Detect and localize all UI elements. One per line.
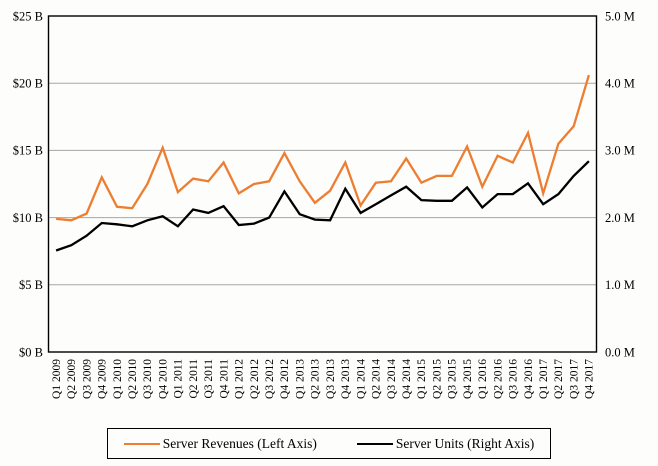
x-axis-tick-label: Q3 2009: [81, 359, 93, 399]
x-axis-tick-label: Q1 2011: [173, 359, 185, 399]
x-axis-tick-label: Q1 2009: [51, 359, 63, 399]
x-axis-tick-label: Q4 2010: [157, 359, 169, 399]
x-axis-tick-label: Q2 2009: [66, 359, 78, 399]
x-axis-tick-label: Q3 2012: [264, 359, 276, 399]
x-axis-tick-label: Q3 2011: [203, 359, 215, 399]
x-axis-tick-label: Q1 2017: [538, 359, 550, 399]
x-axis-tick-label: Q3 2013: [325, 359, 337, 399]
legend-label-revenues: Server Revenues (Left Axis): [162, 435, 317, 451]
x-axis-tick-label: Q2 2012: [249, 359, 261, 399]
x-axis-tick-label: Q1 2016: [477, 359, 489, 399]
x-axis-tick-label: Q4 2012: [279, 359, 291, 399]
x-axis-tick-label: Q3 2014: [386, 359, 398, 399]
x-axis-tick-label: Q2 2016: [492, 359, 504, 399]
right-axis-tick-label: 1.0 M: [605, 278, 635, 292]
x-axis-tick-label: Q3 2015: [447, 359, 459, 399]
x-axis-tick-label: Q4 2013: [340, 359, 352, 399]
right-axis-tick-label: 2.0 M: [605, 211, 635, 225]
revenue-line: [55, 74, 591, 222]
x-axis-tick-label: Q4 2011: [218, 359, 230, 399]
legend-item-revenues: Server Revenues (Left Axis): [123, 435, 317, 452]
right-axis-tick-label: 3.0 M: [605, 144, 635, 158]
legend-line-swatch-revenues: [123, 442, 160, 445]
legend-item-units: Server Units (Right Axis): [356, 435, 535, 452]
legend-label-units: Server Units (Right Axis): [395, 435, 535, 451]
left-axis-tick-label: $25 B: [13, 9, 43, 23]
x-axis-tick-label: Q1 2015: [416, 359, 428, 399]
x-axis-tick-label: Q2 2017: [553, 359, 565, 399]
x-axis-tick-label: Q1 2014: [355, 359, 367, 399]
right-axis-tick-label: 5.0 M: [605, 9, 635, 23]
right-axis-tick-label: 4.0 M: [605, 77, 635, 91]
x-axis-tick-label: Q2 2013: [310, 359, 322, 399]
x-axis-tick-label: Q3 2017: [568, 359, 580, 399]
x-axis-tick-label: Q1 2013: [294, 359, 306, 399]
x-axis-tick-label: Q3 2010: [142, 359, 154, 399]
left-axis-tick-label: $20 B: [13, 77, 43, 91]
x-axis-tick-label: Q4 2016: [523, 359, 535, 399]
x-axis-tick-label: Q2 2014: [371, 359, 383, 399]
legend-line-swatch-units: [356, 442, 393, 445]
plot-area-border: [47, 15, 598, 353]
left-axis-tick-label: $10 B: [13, 211, 43, 225]
right-axis-tick-label: 0.0 M: [605, 345, 635, 359]
left-axis-tick-label: $0 B: [19, 345, 43, 359]
x-axis-tick-label: Q1 2010: [112, 359, 124, 399]
x-axis-tick-label: Q2 2010: [127, 359, 139, 399]
x-axis-tick-label: Q4 2015: [462, 359, 474, 399]
x-axis-tick-label: Q2 2015: [431, 359, 443, 399]
x-axis-tick-label: Q2 2011: [188, 359, 200, 399]
units-line: [55, 160, 590, 252]
left-axis-tick-label: $5 B: [19, 278, 43, 292]
left-axis-tick-label: $15 B: [13, 144, 43, 158]
x-axis-tick-label: Q4 2014: [401, 359, 413, 399]
x-axis-tick-label: Q3 2016: [508, 359, 520, 399]
x-axis-tick-label: Q4 2009: [97, 359, 109, 399]
x-axis-tick-label: Q1 2012: [234, 359, 246, 399]
x-axis-tick-label: Q4 2017: [584, 359, 596, 399]
legend: Server Revenues (Left Axis) Server Units…: [107, 428, 551, 459]
